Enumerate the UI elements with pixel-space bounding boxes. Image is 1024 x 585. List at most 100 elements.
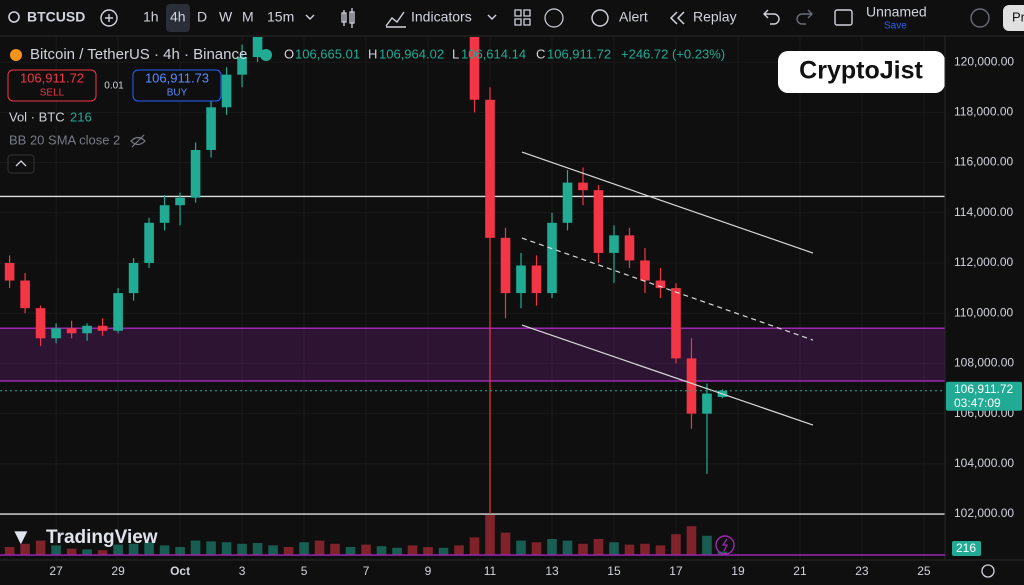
x-tick-label: 19 [731,564,745,578]
trend-line [521,237,814,341]
y-tick-label: 110,000.00 [954,305,1013,319]
low-value: 106,614.14 [461,46,526,61]
settings-icon[interactable] [981,564,995,578]
interval[interactable]: 4h [170,9,186,25]
collapse-button[interactable] [7,154,35,174]
volume-bar [438,547,449,555]
sell-button[interactable] [7,69,97,102]
alert-button[interactable]: Alert [619,9,648,25]
x-tick-label: 23 [855,564,869,578]
interval[interactable]: 1h [143,9,159,25]
redo-button[interactable] [796,9,813,25]
volume-bar [655,545,666,555]
sell-label: SELL [40,88,65,99]
interval[interactable]: M [242,9,254,25]
volume-bar [609,542,619,555]
indicators-dropdown[interactable] [487,14,497,20]
volume-bar [51,545,61,555]
volume-bar [686,526,697,555]
volume-bar [159,545,170,555]
volume-bar [702,535,712,555]
candle-body [4,262,15,281]
y-tick-label: 120,000.00 [954,54,1014,68]
candle-body [113,293,123,331]
volume-bar [578,543,588,555]
volume-bar [469,537,480,555]
volume-bar [593,539,604,555]
snapshot-icon[interactable] [970,8,990,28]
publish-button[interactable] [1003,5,1024,31]
search-icon[interactable] [8,11,20,23]
replay-button[interactable]: Replay [693,9,737,25]
volume-value: 216 [70,109,92,124]
volume-bar [361,544,371,555]
brand-name: TradingView [46,527,158,548]
candle-body [671,288,681,359]
x-tick-label: 17 [669,564,683,578]
x-tick-label: 15 [607,564,621,578]
flash-icon[interactable] [715,535,735,555]
close-value: 106,911.72 [547,46,611,61]
interval[interactable]: W [219,9,233,25]
volume-bar [283,547,294,555]
add-icon [105,14,113,22]
x-tick-label: 11 [484,564,497,578]
candle-body [35,308,46,339]
candle-body [175,197,185,206]
volume-bar [82,549,92,555]
candle-body [500,237,511,294]
market-status [260,49,272,61]
current-price-label: 106,911.72 [954,382,1013,396]
buy-label: BUY [167,88,188,99]
volume-bar [454,545,464,555]
undo-button[interactable] [763,9,780,25]
candle-body [190,149,201,198]
volume-bar [562,540,573,555]
x-tick-label: 9 [425,564,432,578]
y-tick-label: 116,000.00 [954,155,1013,169]
strategy-icon[interactable] [544,8,564,28]
volume-bar [314,540,325,555]
volume-bar [20,543,30,555]
layout-toggle[interactable] [834,9,853,26]
candle-body [237,57,247,75]
volume-bar [516,540,526,555]
candle-body [547,222,557,294]
layout-name[interactable]: Unnamed [866,4,927,20]
low-label: L [452,46,459,61]
volume-bar [407,545,418,555]
candle-body [51,328,61,339]
candle-body [702,393,712,414]
candle-body [578,182,588,191]
indicators-icon [385,11,406,28]
replay-icon [669,11,685,25]
volume-bar [206,541,216,555]
x-tick-label: 29 [111,564,125,578]
y-tick-label: 118,000.00 [954,104,1013,118]
indicator-label: BB 20 SMA close 2 [9,132,120,147]
volume-bar [252,543,263,555]
volume-badge-label: 216 [956,541,976,555]
save-status[interactable]: Save [884,21,907,32]
volume-bar [268,545,278,555]
chart-type-icon[interactable] [341,8,355,28]
current-price-badge [946,381,1022,411]
x-tick-label: 13 [545,564,559,578]
y-tick-label: 102,000.00 [954,506,1014,520]
candle-body [562,182,573,223]
indicators-button[interactable]: Indicators [411,9,472,25]
interval[interactable]: D [197,9,207,25]
buy-button[interactable] [132,69,222,102]
symbol[interactable]: BTCUSD [27,9,85,25]
layout-icon[interactable] [514,9,531,26]
interval-dropdown[interactable] [305,14,315,20]
x-tick-label: 3 [239,564,246,578]
open-label: O [284,46,294,61]
interval[interactable]: 15m [267,9,294,25]
hidden-icon[interactable] [130,134,146,148]
add-symbol[interactable] [100,9,118,27]
y-tick-label: 114,000.00 [954,205,1013,219]
volume-bar [237,543,247,555]
legend-title: Bitcoin / TetherUS · 4h · Binance [30,46,247,63]
y-tick-label: 108,000.00 [954,356,1014,370]
